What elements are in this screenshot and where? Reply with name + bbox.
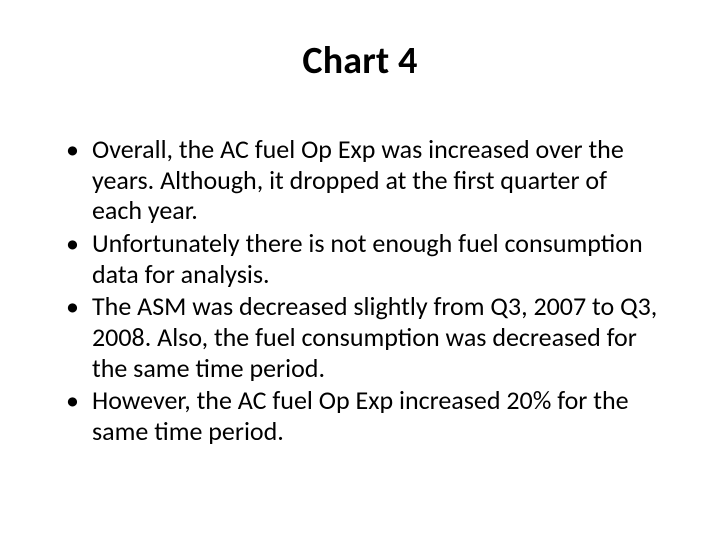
bullet-list: Overall, the AC fuel Op Exp was increase…	[60, 134, 660, 447]
list-item: However, the AC fuel Op Exp increased 20…	[66, 385, 660, 446]
list-item: The ASM was decreased slightly from Q3, …	[66, 291, 660, 383]
slide-title: Chart 4	[60, 38, 660, 84]
slide: Chart 4 Overall, the AC fuel Op Exp was …	[0, 0, 720, 540]
list-item: Unfortunately there is not enough fuel c…	[66, 228, 660, 289]
list-item: Overall, the AC fuel Op Exp was increase…	[66, 134, 660, 226]
